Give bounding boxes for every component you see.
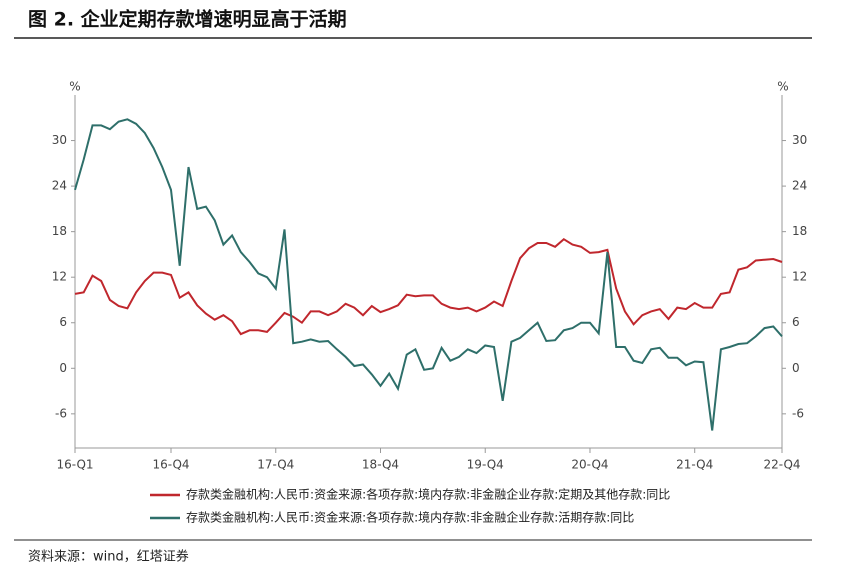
y2-tick-label: 12 — [792, 270, 807, 284]
source: 资料来源：wind，红塔证券 — [28, 549, 189, 565]
y-tick-label: 18 — [52, 224, 67, 238]
x-tick-label: 22-Q4 — [763, 458, 800, 472]
x-tick-label: 16-Q1 — [56, 458, 93, 472]
chart-title: 图 2. 企业定期存款增速明显高于活期 — [28, 8, 347, 31]
y2-tick-label: 24 — [792, 179, 807, 193]
x-tick-label: 18-Q4 — [362, 458, 399, 472]
y2-tick-label: 0 — [792, 361, 800, 375]
y2-tick-label: 18 — [792, 224, 807, 238]
y-unit: % — [69, 80, 80, 94]
y-tick-label: 12 — [52, 270, 67, 284]
y2-tick-label: 30 — [792, 133, 807, 147]
x-tick-label: 20-Q4 — [571, 458, 608, 472]
series-line — [74, 118, 783, 431]
y2-tick-label: 6 — [792, 315, 800, 329]
x-tick-label: 17-Q4 — [257, 458, 294, 472]
y-tick-label: 0 — [59, 361, 67, 375]
x-tick-label: 19-Q4 — [467, 458, 504, 472]
y-tick-label: -6 — [55, 406, 67, 420]
y-tick-label: 30 — [52, 133, 67, 147]
legend-label: 存款类金融机构:人民币:资金来源:各项存款:境内存款:非金融企业存款:定期及其他… — [186, 487, 670, 502]
y-tick-label: 24 — [52, 179, 67, 193]
y-tick-label: 6 — [59, 315, 67, 329]
series-line — [74, 237, 783, 336]
y2-unit: % — [777, 80, 788, 94]
x-tick-label: 21-Q4 — [676, 458, 713, 472]
x-tick-label: 16-Q4 — [152, 458, 189, 472]
legend-label: 存款类金融机构:人民币:资金来源:各项存款:境内存款:非金融企业存款:活期存款:… — [186, 510, 634, 525]
y2-tick-label: -6 — [792, 406, 804, 420]
